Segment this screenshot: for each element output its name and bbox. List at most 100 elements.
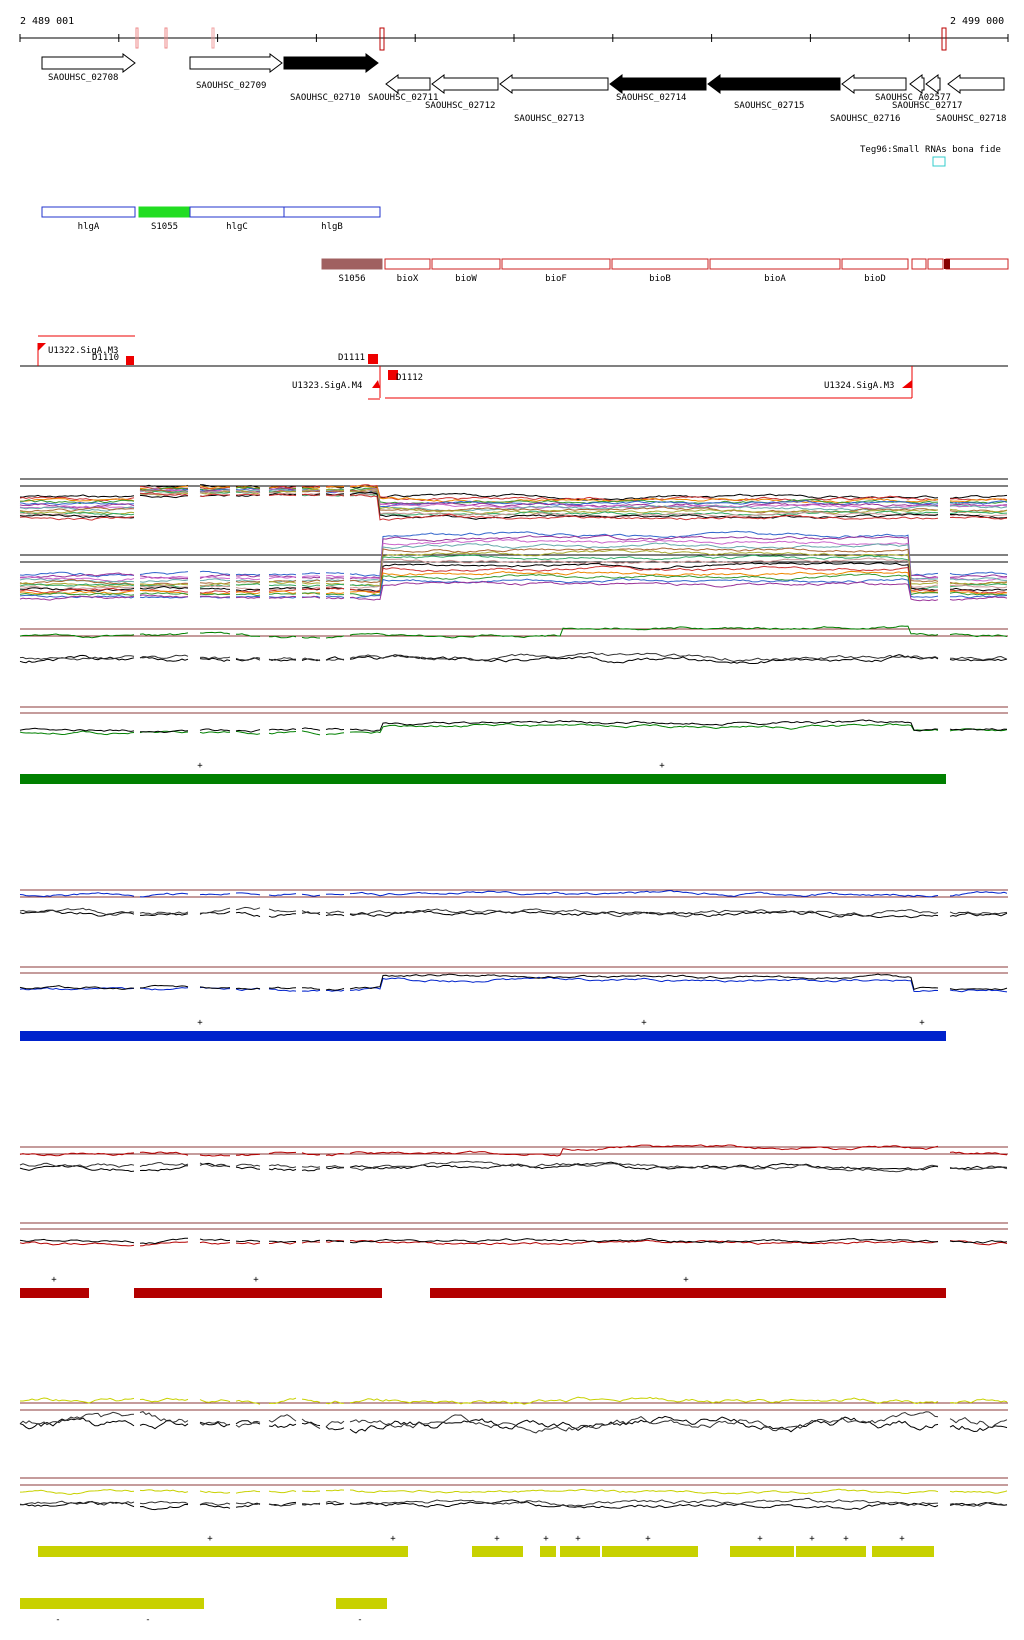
segment-bar[interactable] <box>38 1546 408 1557</box>
operon-box[interactable] <box>841 258 909 270</box>
segment-mark: + <box>683 1275 689 1285</box>
operon-label: bioX <box>397 274 419 284</box>
operon-box[interactable] <box>283 206 381 218</box>
gene-label: SAOUHSC_02711 <box>368 93 438 103</box>
segment-mark: + <box>899 1534 905 1544</box>
gene-label: SAOUHSC_02708 <box>48 73 118 83</box>
operon-label: hlgC <box>226 222 248 232</box>
segment-mark: + <box>207 1534 213 1544</box>
gene-label: SAOUHSC_02712 <box>425 101 495 111</box>
operon-box[interactable] <box>501 258 611 270</box>
segment-mark: + <box>919 1018 925 1028</box>
segment-mark: + <box>641 1018 647 1028</box>
gene-arrow[interactable] <box>707 74 841 94</box>
gene-label: SAOUHSC_02713 <box>514 114 584 124</box>
gene-label: SAOUHSC_02716 <box>830 114 900 124</box>
segment-bar[interactable] <box>20 1288 89 1298</box>
operon-label: hlgB <box>321 222 343 232</box>
gene-label: SAOUHSC_02709 <box>196 81 266 91</box>
operon-box[interactable] <box>321 258 383 270</box>
gene-label: SAOUHSC_A02577 <box>875 93 951 103</box>
segment-mark: + <box>390 1534 396 1544</box>
segment-mark: - <box>145 1615 150 1625</box>
operon-box[interactable] <box>138 206 191 218</box>
operon-box[interactable] <box>611 258 709 270</box>
operon-label: bioF <box>545 274 567 284</box>
segment-mark: + <box>253 1275 259 1285</box>
segment-mark: - <box>55 1615 60 1625</box>
segment-bar[interactable] <box>20 774 946 784</box>
srna-marker[interactable] <box>932 156 946 167</box>
promoter-label: D1112 <box>396 373 423 383</box>
segment-bar[interactable] <box>134 1288 382 1298</box>
operon-label: hlgA <box>78 222 100 232</box>
operon-label: S1055 <box>151 222 178 232</box>
segment-mark: + <box>645 1534 651 1544</box>
gene-arrow[interactable] <box>431 74 499 94</box>
gene-label: SAOUHSC_02718 <box>936 114 1006 124</box>
segment-bar[interactable] <box>472 1546 523 1557</box>
gene-arrow[interactable] <box>189 53 283 73</box>
segment-bar[interactable] <box>560 1546 600 1557</box>
segment-mark: - <box>357 1615 362 1625</box>
expression-tracks: + + + + + + + + + + + + + + + + + + - - - <box>19 478 1008 1625</box>
operon-label: bioD <box>864 274 886 284</box>
gene-arrow[interactable] <box>499 74 609 94</box>
segment-mark: + <box>51 1275 57 1285</box>
segment-mark: + <box>575 1534 581 1544</box>
coordinate-axis <box>19 27 1009 51</box>
operon-box[interactable] <box>911 258 927 270</box>
promoter-label: U1324.SigA.M3 <box>824 381 894 391</box>
operon-box[interactable] <box>189 206 285 218</box>
gene-label: SAOUHSC_02717 <box>892 101 962 111</box>
operon-box[interactable] <box>384 258 431 270</box>
segment-bar[interactable] <box>872 1546 934 1557</box>
segment-mark: + <box>494 1534 500 1544</box>
segment-mark: + <box>543 1534 549 1544</box>
operon-label: bioW <box>455 274 477 284</box>
gene-track: SAOUHSC_02708 SAOUHSC_02709 SAOUHSC_02710 S… <box>41 53 1006 124</box>
gene-label: SAOUHSC_02714 <box>616 93 686 103</box>
end-coordinate: 2 499 000 <box>950 16 1004 27</box>
gene-arrow[interactable] <box>609 74 707 94</box>
segment-mark: + <box>809 1534 815 1544</box>
segment-bar[interactable] <box>20 1598 204 1609</box>
operon-box[interactable] <box>945 258 1009 270</box>
segment-bar[interactable] <box>730 1546 794 1557</box>
segment-mark: + <box>757 1534 763 1544</box>
gene-arrow[interactable] <box>925 74 941 94</box>
operon-label: S1056 <box>338 274 365 284</box>
promoter-label: D1111 <box>338 353 365 363</box>
gene-label: SAOUHSC_02710 <box>290 93 360 103</box>
operon-label: bioA <box>764 274 786 284</box>
gene-arrow[interactable] <box>283 53 379 73</box>
gene-arrow[interactable] <box>841 74 907 94</box>
segment-bar[interactable] <box>20 1031 946 1041</box>
segment-mark: + <box>843 1534 849 1544</box>
segment-bar[interactable] <box>540 1546 556 1557</box>
operon-box[interactable] <box>431 258 501 270</box>
promoter-label: U1322.SigA.M3 <box>48 346 118 356</box>
srna-label: Teg96:Small RNAs bona fide <box>860 145 1001 155</box>
operon-box[interactable] <box>709 258 841 270</box>
gene-label: SAOUHSC_02715 <box>734 101 804 111</box>
operon-box[interactable] <box>41 206 136 218</box>
operon-row-bio: S1056 bioX bioW bioF bioB bioA bioD <box>321 258 1009 284</box>
segment-bar[interactable] <box>796 1546 866 1557</box>
promoter-label: U1323.SigA.M4 <box>292 381 362 391</box>
operon-box[interactable] <box>944 259 950 269</box>
operon-box[interactable] <box>927 258 944 270</box>
gene-arrow[interactable] <box>909 74 925 94</box>
operon-label: bioB <box>649 274 671 284</box>
segment-mark: + <box>197 1018 203 1028</box>
segment-bar[interactable] <box>430 1288 946 1298</box>
segment-mark: + <box>659 761 665 771</box>
start-coordinate: 2 489 001 <box>20 16 74 27</box>
promoter-label: D1110 <box>92 353 119 363</box>
segment-bar[interactable] <box>336 1598 387 1609</box>
segment-bar[interactable] <box>602 1546 698 1557</box>
gene-arrow[interactable] <box>947 74 1005 94</box>
gene-arrow[interactable] <box>41 53 136 73</box>
gene-arrow[interactable] <box>385 74 431 94</box>
